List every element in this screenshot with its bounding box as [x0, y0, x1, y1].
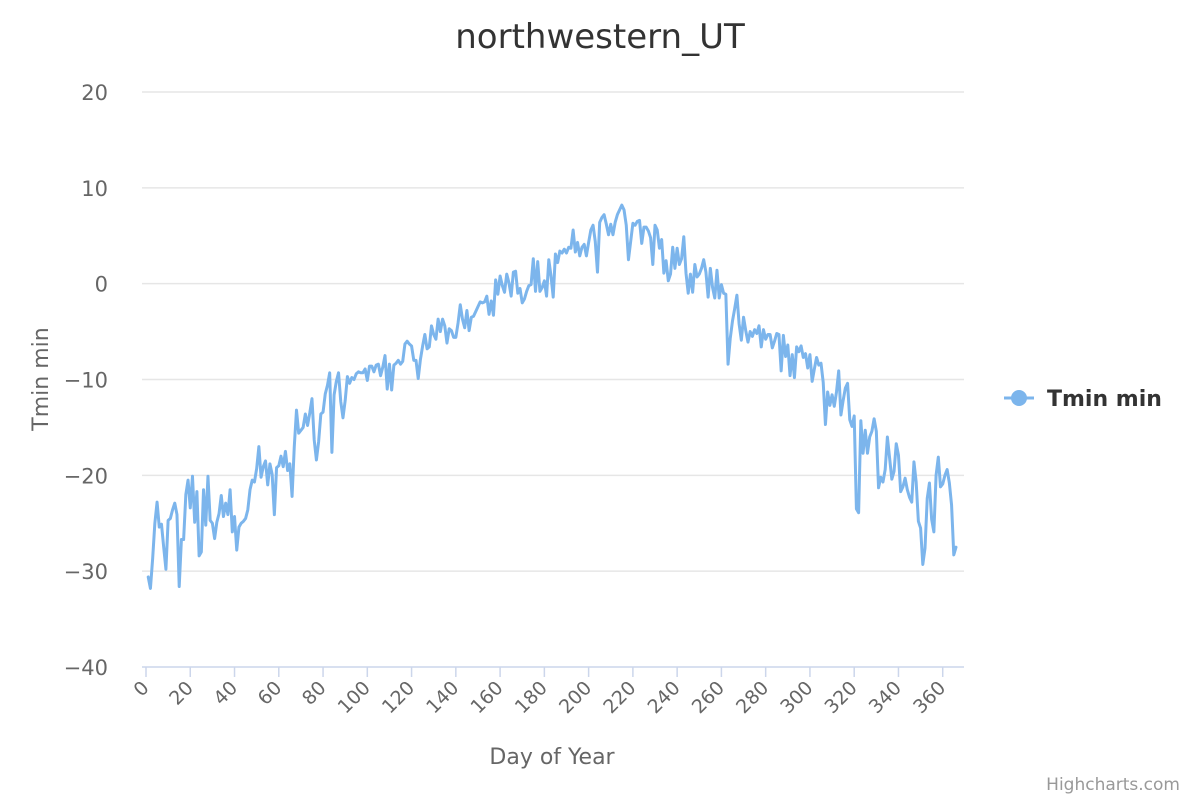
x-axis-title: Day of Year: [489, 745, 615, 770]
y-tick-label: −10: [64, 369, 108, 393]
credits-link[interactable]: Highcharts.com: [1046, 775, 1180, 795]
y-tick-label: −30: [64, 560, 108, 584]
series-tmin-min: [146, 203, 958, 590]
y-tick-label: −40: [64, 656, 108, 680]
series-line: [146, 203, 958, 590]
legend-marker-icon: [1011, 390, 1027, 406]
y-tick-label: 0: [95, 273, 108, 297]
y-axis-title: Tmin min: [29, 327, 54, 431]
y-tick-label: 10: [81, 177, 108, 201]
y-axis-tick-labels: 20 10 0 −10 −20 −30 −40: [64, 81, 108, 680]
chart-title: northwestern_UT: [455, 17, 745, 57]
y-tick-label: 20: [81, 81, 108, 105]
legend[interactable]: Tmin min: [1004, 387, 1162, 412]
y-tick-label: −20: [64, 464, 108, 488]
legend-item-tmin-min[interactable]: Tmin min: [1047, 387, 1162, 412]
